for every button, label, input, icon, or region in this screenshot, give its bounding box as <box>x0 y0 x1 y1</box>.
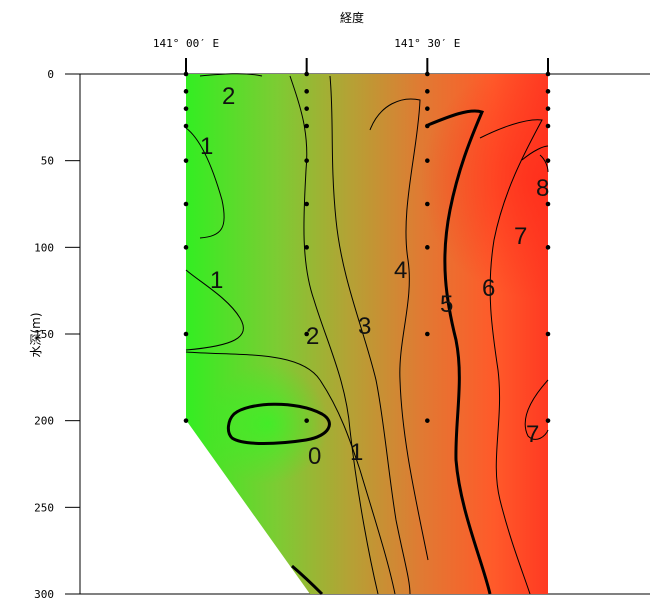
sample-point <box>183 89 189 94</box>
sample-point <box>304 71 309 77</box>
sample-point <box>425 123 430 129</box>
sample-point <box>545 71 551 77</box>
contour-label-2-mid: 2 <box>306 323 319 350</box>
sample-point <box>183 418 189 423</box>
sample-point <box>183 331 189 337</box>
sample-point <box>545 123 551 129</box>
sample-point <box>304 123 309 129</box>
contour-1-lower <box>185 269 244 351</box>
contour-4 <box>369 98 429 561</box>
contour-label-1-mid: 1 <box>210 267 223 294</box>
contour-1 <box>185 127 225 239</box>
contour-6 <box>479 119 543 595</box>
sample-point <box>304 106 309 111</box>
contour-7 <box>521 145 549 440</box>
contour-bottom-left <box>291 564 324 596</box>
x-axis-title: 経度 <box>340 10 364 25</box>
sample-point <box>183 158 189 163</box>
sample-point <box>545 201 551 207</box>
contour-label-3: 3 <box>358 313 371 340</box>
sample-point <box>545 331 551 337</box>
y-tick-label: 200 <box>34 415 54 428</box>
contour-1-deep <box>185 351 396 595</box>
sample-point <box>425 331 430 337</box>
y-tick-label: 0 <box>47 68 54 81</box>
contour-0-cold-core <box>226 402 331 445</box>
sample-point <box>425 89 430 94</box>
x-ticks: 141° 00′ E 141° 30′ E <box>153 37 461 50</box>
contour-label-5: 5 <box>440 291 453 318</box>
sample-point <box>183 123 189 129</box>
contour-label-7-bottom: 7 <box>526 421 539 448</box>
contour-label-0: 0 <box>308 443 321 470</box>
sample-point <box>304 89 309 94</box>
sample-point <box>545 158 551 163</box>
sample-point <box>304 331 309 337</box>
contour-8 <box>539 154 549 173</box>
contour-label-4: 4 <box>394 257 407 284</box>
y-tick-label: 150 <box>34 328 54 341</box>
x-tick-label: 141° 00′ E <box>153 37 219 50</box>
sample-point <box>304 245 309 250</box>
sample-point <box>425 245 430 250</box>
sample-point <box>183 201 189 207</box>
sample-point <box>545 245 551 250</box>
sample-point <box>425 201 430 207</box>
contour-2 <box>289 75 379 595</box>
sample-point <box>425 106 430 111</box>
sample-point <box>545 89 551 94</box>
contour-label-1-top: 1 <box>200 133 213 160</box>
contour-2-top <box>199 73 263 77</box>
sample-point <box>304 418 309 423</box>
y-tick-label: 250 <box>34 501 54 514</box>
sample-point <box>183 71 189 77</box>
sample-point <box>425 158 430 163</box>
y-tick-label: 300 <box>34 588 54 601</box>
sample-point <box>183 106 189 111</box>
contour-label-2-top: 2 <box>222 83 235 110</box>
y-ticks: 0 50 100 150 200 250 300 <box>34 68 80 601</box>
sample-point <box>545 106 551 111</box>
contour-lines <box>185 73 549 596</box>
contour-label-6: 6 <box>482 275 495 302</box>
sample-point <box>304 158 309 163</box>
contour-5 <box>427 109 492 595</box>
station-points <box>183 58 551 423</box>
contour-label-1-bottom: 1 <box>350 439 363 466</box>
x-tick-label: 141° 30′ E <box>394 37 460 50</box>
sample-point <box>425 71 430 77</box>
sample-point <box>183 245 189 250</box>
contour-label-group: 2 1 1 2 3 4 5 6 7 8 7 0 1 <box>200 83 549 470</box>
y-tick-label: 50 <box>41 155 54 168</box>
y-tick-label: 100 <box>34 241 54 254</box>
contour-label-7-top: 7 <box>514 223 527 250</box>
sample-point <box>304 201 309 207</box>
contour-3 <box>329 75 411 595</box>
sample-point <box>425 418 430 423</box>
sample-point <box>545 418 551 423</box>
y-axis-title: 水深(m) <box>29 312 43 357</box>
contour-label-8: 8 <box>536 175 549 202</box>
